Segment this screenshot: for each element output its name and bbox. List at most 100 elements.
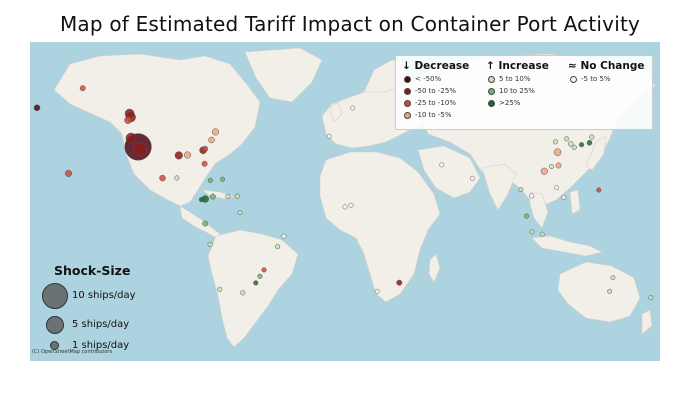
port-marker[interactable]: [198, 197, 205, 203]
port-marker[interactable]: [439, 162, 445, 168]
port-marker[interactable]: [125, 132, 137, 144]
legend-decrease-heading: ↓ Decrease: [402, 60, 470, 72]
size-legend-label: 5 ships/day: [72, 319, 130, 330]
port-marker[interactable]: [326, 133, 332, 139]
port-marker[interactable]: [554, 185, 560, 191]
india-land: [481, 163, 517, 211]
port-marker[interactable]: [607, 288, 613, 294]
legend-item: >25%: [488, 99, 520, 107]
map-title: Map of Estimated Tariff Impact on Contai…: [59, 12, 641, 36]
ports-layer: [33, 85, 654, 300]
port-marker[interactable]: [540, 167, 548, 175]
port-marker[interactable]: [275, 244, 281, 250]
port-marker[interactable]: [133, 142, 147, 156]
legend-swatch: [570, 75, 577, 83]
port-marker[interactable]: [610, 275, 616, 281]
south-america-land: [207, 229, 299, 348]
port-marker[interactable]: [552, 139, 559, 145]
port-marker[interactable]: [561, 195, 567, 200]
port-marker[interactable]: [539, 231, 545, 237]
legend-swatch: [488, 75, 495, 83]
madagascar-land: [428, 253, 441, 283]
port-marker[interactable]: [201, 160, 208, 167]
port-marker[interactable]: [211, 128, 220, 136]
indonesia-land: [531, 235, 603, 257]
port-marker[interactable]: [219, 176, 226, 182]
legend-label: -5 to 5%: [581, 75, 611, 83]
port-marker[interactable]: [64, 169, 73, 177]
legend-swatch: [488, 99, 495, 107]
port-marker[interactable]: [518, 187, 524, 193]
port-marker[interactable]: [183, 151, 192, 159]
port-marker[interactable]: [240, 290, 246, 296]
port-marker[interactable]: [342, 204, 348, 210]
impact-legend: ↓ Decrease ↑ Increase ≈ No Change < -50%…: [395, 55, 653, 130]
new-zealand-land: [641, 309, 653, 335]
port-marker[interactable]: [174, 175, 180, 181]
size-legend-dot-10: [42, 283, 68, 309]
port-marker[interactable]: [124, 116, 132, 124]
port-marker[interactable]: [209, 193, 216, 200]
port-marker[interactable]: [207, 177, 213, 183]
legend-increase-heading: ↑ Increase: [486, 60, 549, 72]
port-marker[interactable]: [350, 105, 356, 111]
port-marker[interactable]: [348, 202, 354, 208]
port-marker[interactable]: [225, 193, 231, 199]
legend-label: < -50%: [415, 75, 442, 83]
port-marker[interactable]: [281, 233, 287, 239]
port-marker[interactable]: [257, 273, 263, 279]
port-marker[interactable]: [217, 286, 223, 292]
port-marker[interactable]: [234, 193, 240, 199]
legend-item: -10 to -5%: [404, 111, 452, 119]
port-marker[interactable]: [237, 210, 243, 215]
port-marker[interactable]: [208, 136, 215, 144]
legend-item: < -50%: [404, 75, 441, 83]
port-marker[interactable]: [529, 229, 535, 235]
central-america-land: [179, 205, 221, 239]
greenland-land: [244, 47, 323, 103]
port-marker[interactable]: [529, 193, 535, 199]
world-map[interactable]: ↓ Decrease ↑ Increase ≈ No Change < -50%…: [30, 42, 660, 361]
port-marker[interactable]: [33, 104, 41, 112]
port-marker[interactable]: [207, 241, 213, 248]
legend-swatch: [488, 87, 495, 95]
port-marker[interactable]: [253, 280, 259, 286]
southeast-asia-land: [529, 191, 549, 229]
size-legend-dot-5: [46, 316, 64, 334]
port-marker[interactable]: [571, 144, 577, 150]
port-marker[interactable]: [202, 145, 209, 152]
port-marker[interactable]: [563, 136, 570, 142]
legend-item: -50 to -25%: [404, 87, 456, 95]
port-marker[interactable]: [469, 175, 475, 181]
legend-label: >25%: [499, 99, 521, 107]
middle-east-land: [417, 145, 481, 199]
size-legend-title: Shock-Size: [54, 263, 131, 278]
port-marker[interactable]: [579, 142, 585, 148]
port-marker[interactable]: [553, 148, 562, 156]
australia-land: [557, 261, 641, 323]
port-marker[interactable]: [396, 279, 403, 286]
size-legend-label: 1 ships/day: [72, 340, 130, 351]
port-marker[interactable]: [524, 213, 530, 219]
port-marker[interactable]: [202, 220, 209, 227]
north-america-land: [53, 53, 261, 207]
port-marker[interactable]: [648, 295, 654, 300]
legend-label: -50 to -25%: [415, 87, 456, 95]
port-marker[interactable]: [374, 288, 380, 294]
port-marker[interactable]: [589, 134, 595, 140]
africa-land: [319, 151, 441, 303]
port-marker[interactable]: [596, 187, 602, 193]
uk-land: [329, 101, 343, 123]
port-marker[interactable]: [261, 267, 267, 273]
port-marker[interactable]: [79, 85, 86, 92]
port-marker[interactable]: [548, 163, 555, 170]
port-marker[interactable]: [174, 151, 183, 160]
port-marker[interactable]: [159, 174, 166, 182]
port-marker[interactable]: [555, 162, 562, 169]
port-marker[interactable]: [586, 140, 593, 146]
port-marker[interactable]: [568, 141, 574, 147]
philippines-land: [569, 189, 581, 215]
legend-item: 5 to 10%: [488, 75, 531, 83]
map-attribution: (C) OpenStreetMap contributors: [32, 349, 113, 355]
legend-no-change-heading: ≈ No Change: [568, 60, 645, 72]
